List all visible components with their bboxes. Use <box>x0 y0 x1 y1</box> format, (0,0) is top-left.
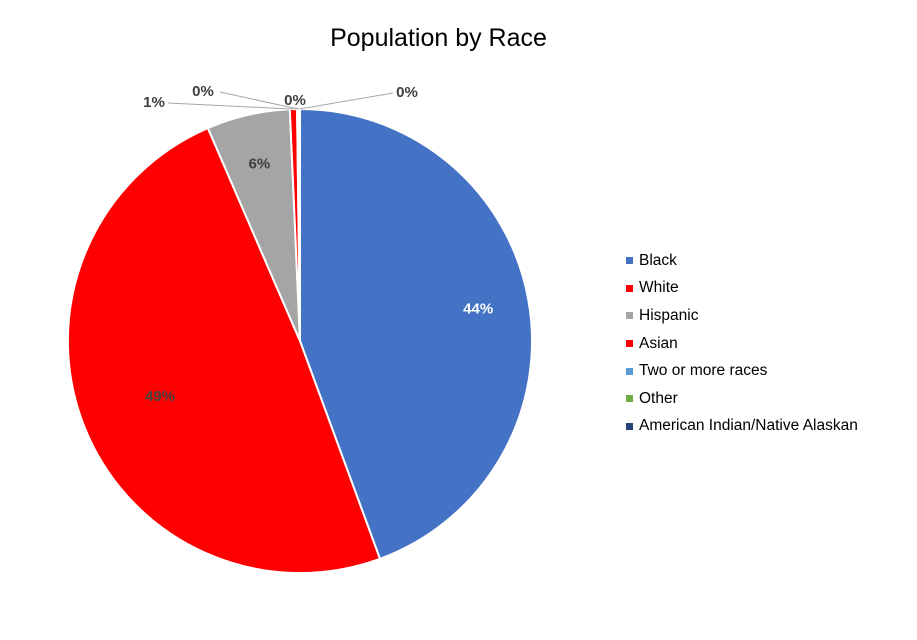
data-label-other: 0% <box>284 92 306 109</box>
leader-line-other <box>294 107 300 110</box>
legend: Black White Hispanic Asian Two or more races… <box>626 247 858 440</box>
legend-swatch <box>626 422 633 430</box>
legend-item-hispanic: Hispanic <box>626 302 858 330</box>
legend-label: Two or more races <box>639 362 768 380</box>
data-label-hispanic: 6% <box>249 156 271 173</box>
legend-item-black: Black <box>626 247 858 275</box>
data-label-black: 44% <box>463 300 493 317</box>
leader-line-asian <box>167 102 294 110</box>
data-label-two-or-more-races: 0% <box>192 83 214 100</box>
legend-swatch <box>626 395 633 403</box>
legend-label: Black <box>639 251 677 269</box>
leader-line-american-indian-native-alaskan <box>299 92 394 110</box>
legend-swatch <box>626 257 633 265</box>
legend-item-american-indian-native-alaskan: American Indian/Native Alaskan <box>626 413 858 441</box>
legend-item-two-or-more-races: Two or more races <box>626 357 858 385</box>
legend-label: Other <box>639 389 678 407</box>
slice-black <box>299 107 533 561</box>
legend-label: Asian <box>639 334 678 352</box>
data-label-american-indian-native-alaskan: 0% <box>396 84 418 101</box>
legend-label: White <box>639 279 679 297</box>
legend-item-white: White <box>626 275 858 303</box>
legend-label: Hispanic <box>639 306 699 324</box>
legend-swatch <box>626 367 633 375</box>
legend-item-other: Other <box>626 385 858 413</box>
legend-swatch <box>626 340 633 348</box>
legend-swatch <box>626 312 633 320</box>
legend-swatch <box>626 284 633 292</box>
slice-american-indian-native-alaskan <box>298 107 301 342</box>
legend-label: American Indian/Native Alaskan <box>639 417 858 435</box>
chart-title: Population by Race <box>330 24 547 52</box>
legend-item-asian: Asian <box>626 330 858 358</box>
data-label-white: 49% <box>145 388 175 405</box>
data-label-asian: 1% <box>143 94 165 111</box>
slice-white <box>66 126 382 574</box>
leader-line-two-or-more-races <box>219 91 298 110</box>
